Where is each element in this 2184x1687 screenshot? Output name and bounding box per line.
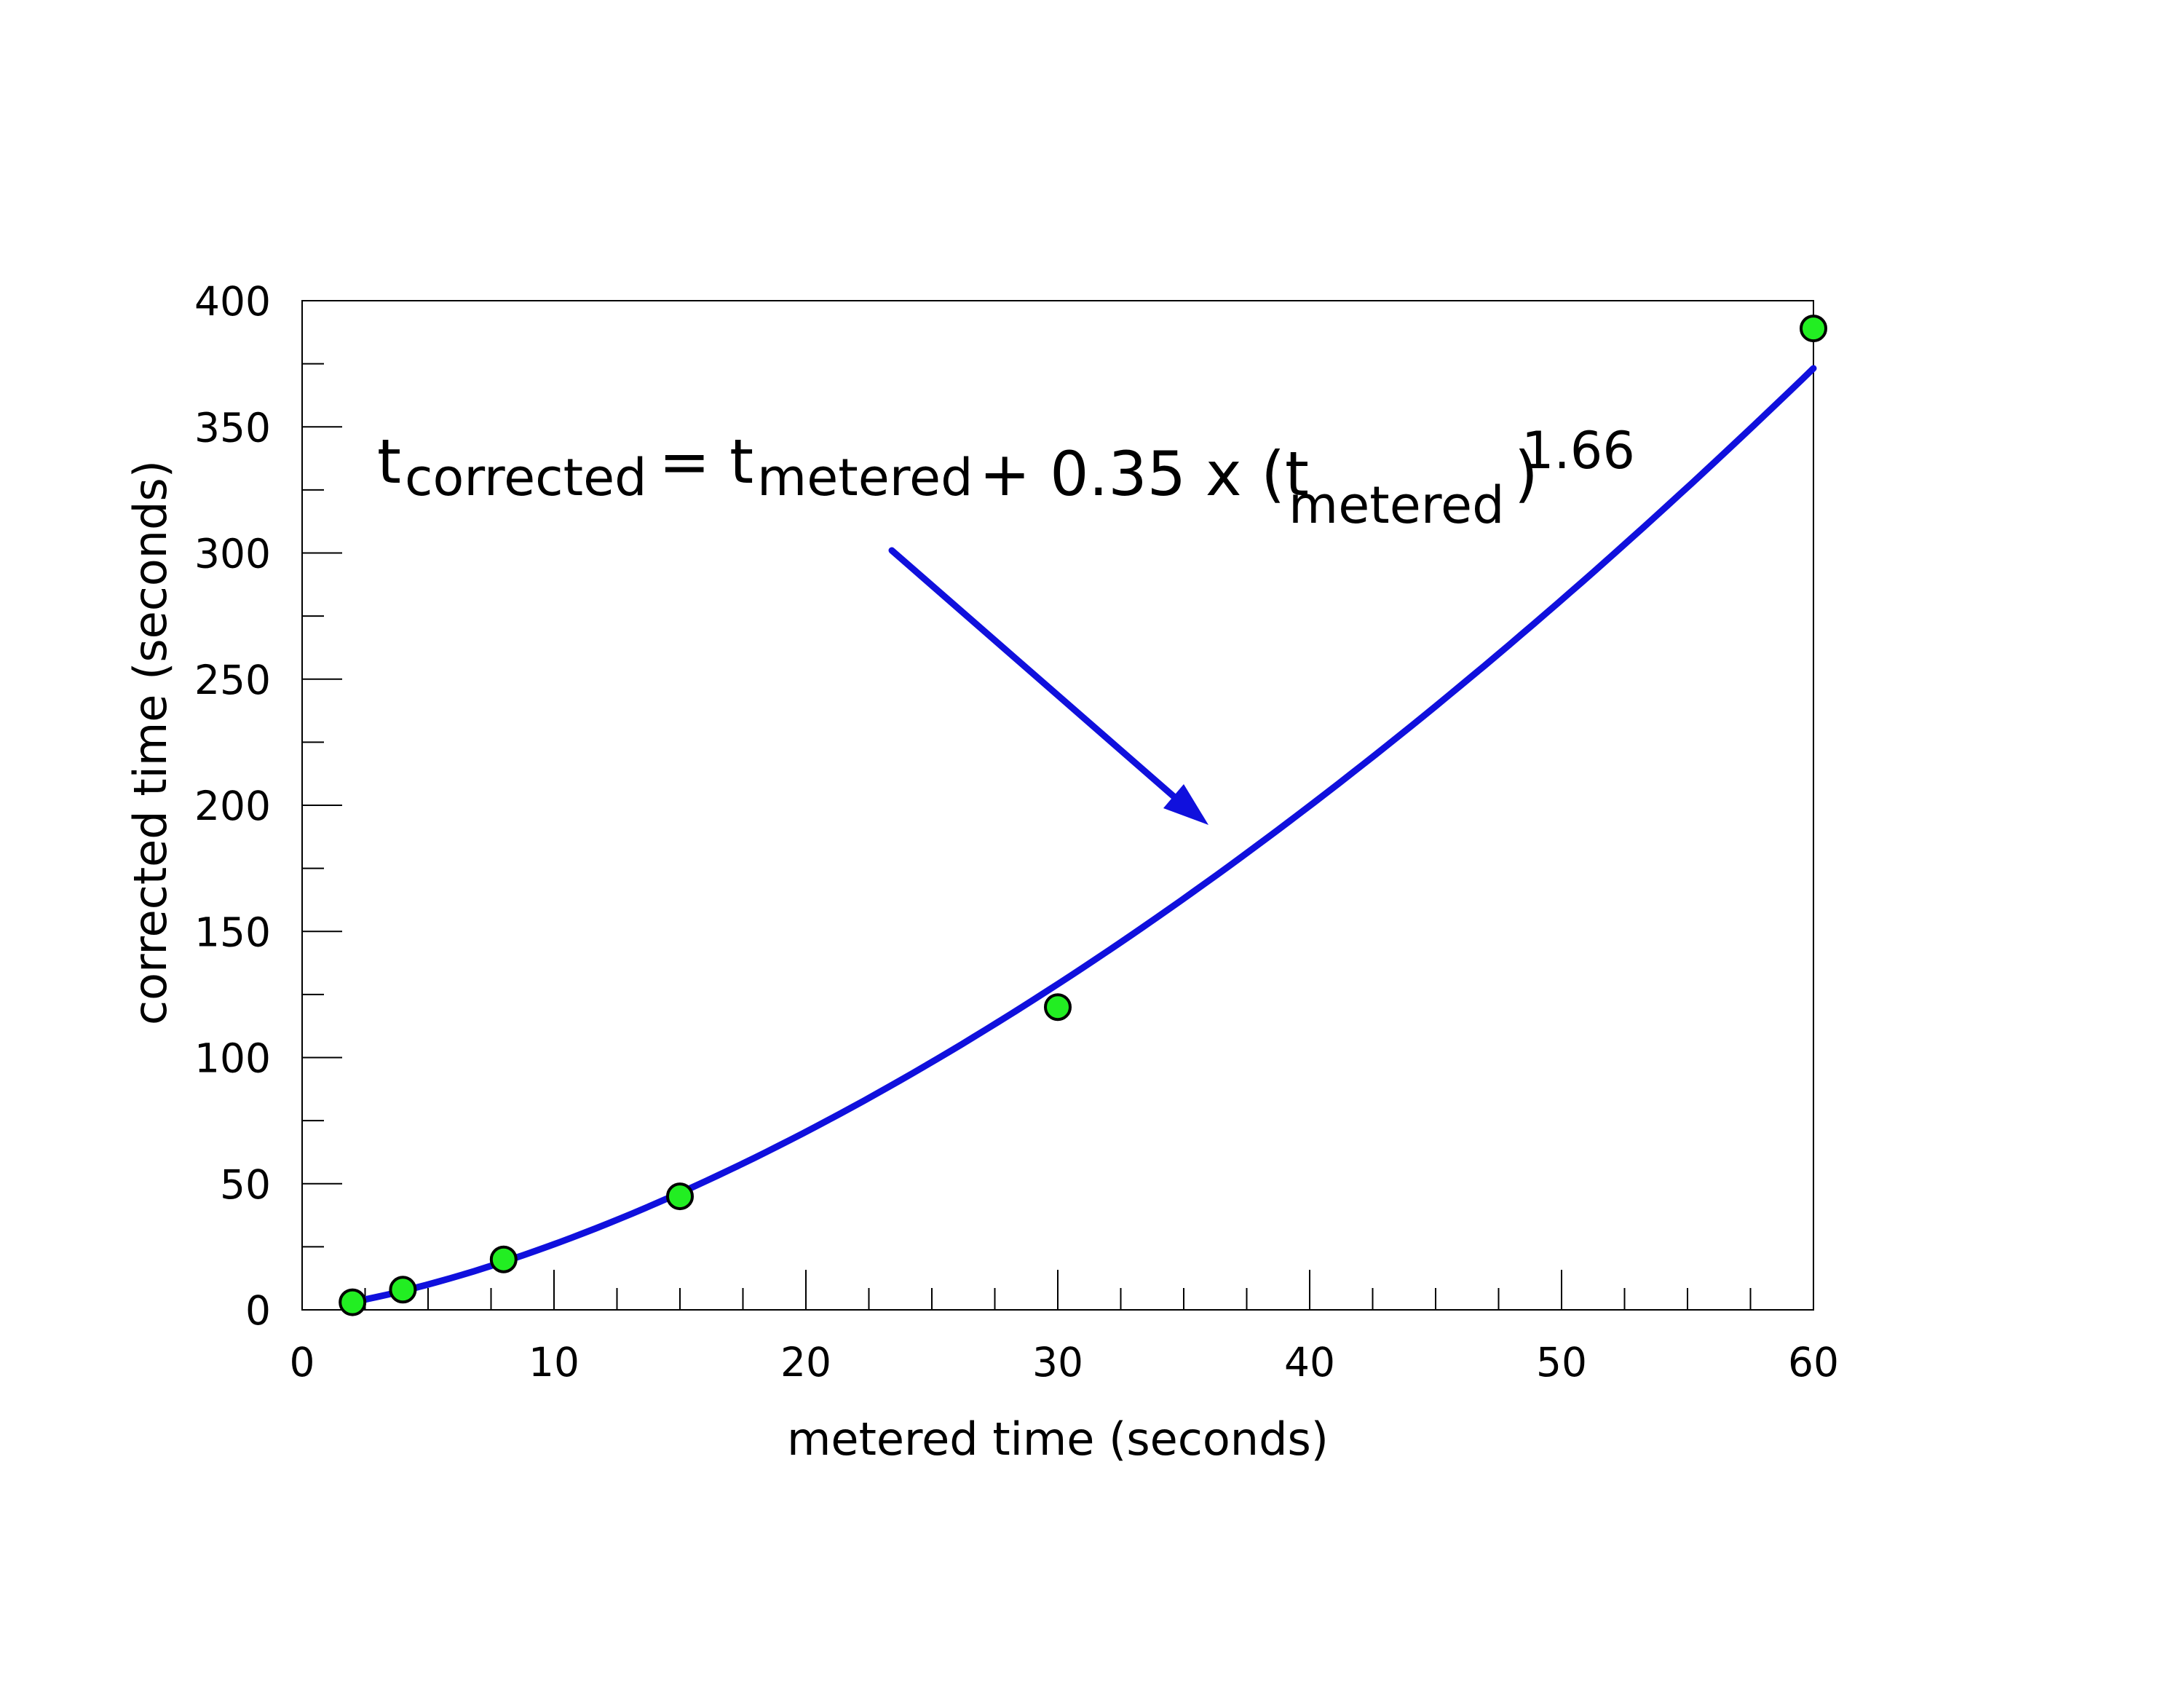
x-tick-label: 40 [1284, 1339, 1335, 1386]
fit-curve-line [349, 365, 1817, 1305]
data-point [1800, 315, 1827, 343]
y-tick-label: 150 [194, 909, 271, 955]
y-tick-label: 200 [194, 783, 271, 829]
data-point [666, 1182, 694, 1211]
formula-subscript-metered-1: metered [757, 448, 973, 507]
data-point [339, 1288, 367, 1316]
formula-subscript-metered-2: metered [1289, 475, 1505, 535]
y-axis-tick-labels: 0 50 100 150 200 250 300 350 400 [194, 278, 271, 1334]
y-tick-label: 100 [194, 1035, 271, 1082]
formula-lhs: t [377, 426, 401, 497]
data-point [489, 1245, 518, 1273]
x-tick-label: 0 [290, 1339, 315, 1386]
x-tick-label: 20 [780, 1339, 831, 1386]
x-axis-tick-labels: 0 10 20 30 40 50 60 [290, 1339, 1840, 1386]
formula-lhs-subscript: corrected [405, 448, 647, 507]
annotation-arrow-head [1163, 784, 1208, 825]
formula-annotation: t corrected = t metered + 0.35 x (t mete… [377, 421, 1635, 535]
data-point [1044, 993, 1072, 1022]
y-tick-label: 350 [194, 404, 271, 451]
y-tick-label: 300 [194, 531, 271, 577]
x-tick-label: 30 [1032, 1339, 1083, 1386]
x-axis-title: metered time (seconds) [787, 1413, 1329, 1466]
annotation-arrow-shaft [888, 547, 1187, 808]
data-points [339, 315, 1827, 1316]
y-tick-label: 400 [194, 278, 271, 325]
x-tick-label: 50 [1536, 1339, 1587, 1386]
formula-equals-t: = t [659, 426, 753, 497]
y-axis-title: corrected time (seconds) [124, 460, 177, 1025]
annotation-arrow [888, 547, 1208, 825]
x-tick-label: 60 [1788, 1339, 1839, 1386]
y-axis-ticks [302, 300, 342, 1311]
y-tick-label: 0 [245, 1287, 271, 1334]
formula-exponent: 1.66 [1522, 421, 1635, 481]
y-tick-label: 50 [220, 1161, 271, 1208]
formula-coefficient-term: + 0.35 x (t [979, 438, 1309, 510]
data-point [389, 1276, 417, 1304]
formula-close-paren: ) [1514, 438, 1538, 510]
y-tick-label: 250 [194, 657, 271, 703]
x-tick-label: 10 [529, 1339, 579, 1386]
